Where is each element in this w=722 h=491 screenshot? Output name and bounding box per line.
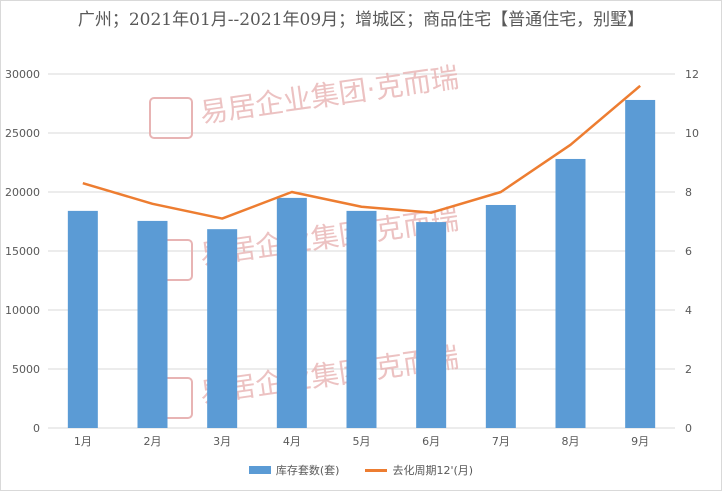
- bar: [416, 222, 447, 428]
- line-series: [82, 84, 641, 220]
- left-axis-tick-label: 0: [33, 422, 40, 435]
- right-axis-ticks: 0 2 4 6 8 10 12: [685, 68, 699, 435]
- left-axis-tick-label: 30000: [5, 68, 40, 81]
- x-axis-category-label: 5月: [353, 435, 371, 448]
- x-axis-category-label: 4月: [283, 435, 301, 448]
- legend-item-inventory: 库存套数(套): [248, 462, 340, 478]
- x-axis-category-label: 8月: [562, 435, 580, 448]
- legend-line-swatch: [365, 468, 388, 472]
- right-axis-tick-label: 12: [685, 68, 699, 81]
- chart-title: 广州；2021年01月--2021年09月；增城区；商品住宅【普通住宅，别墅】: [77, 10, 645, 30]
- legend-label-cycle: 去化周期12'(月): [392, 464, 474, 477]
- legend-item-cycle: 去化周期12'(月): [365, 462, 473, 478]
- bar: [67, 210, 98, 428]
- bar-series: [67, 99, 656, 429]
- right-axis-tick-label: 8: [685, 186, 692, 199]
- bar: [137, 220, 168, 428]
- left-axis-tick-label: 25000: [5, 127, 40, 140]
- left-axis-ticks: 0 5000 10000 15000 20000 25000 30000: [5, 68, 40, 435]
- watermark-text: 易居企业集团·克而瑞: [198, 61, 461, 130]
- legend-bar-swatch: [248, 466, 271, 474]
- x-axis-category-label: 7月: [492, 435, 510, 448]
- right-axis-tick-label: 0: [685, 422, 692, 435]
- left-axis-tick-label: 5000: [12, 363, 40, 376]
- x-axis-category-label: 2月: [144, 435, 162, 448]
- x-axis-category-label: 9月: [631, 435, 649, 448]
- left-axis-tick-label: 20000: [5, 186, 40, 199]
- bar: [276, 197, 307, 428]
- right-axis-tick-label: 6: [685, 245, 692, 258]
- x-axis-category-label: 1月: [74, 435, 92, 448]
- bar: [625, 99, 656, 429]
- bar: [207, 229, 238, 428]
- left-axis-tick-label: 10000: [5, 304, 40, 317]
- bar: [346, 210, 377, 428]
- legend-label-inventory: 库存套数(套): [275, 464, 340, 477]
- bar: [555, 158, 586, 428]
- x-axis-categories: 1月 2月 3月 4月 5月 6月 7月 8月 9月: [74, 435, 649, 448]
- x-axis-category-label: 3月: [213, 435, 231, 448]
- right-axis-tick-label: 4: [685, 304, 692, 317]
- right-axis-tick-label: 2: [685, 363, 692, 376]
- x-axis-category-label: 6月: [422, 435, 440, 448]
- bar: [485, 204, 516, 428]
- left-axis-tick-label: 15000: [5, 245, 40, 258]
- watermark-logo: [149, 97, 193, 139]
- right-axis-tick-label: 10: [685, 127, 699, 140]
- legend: 库存套数(套) 去化周期12'(月): [0, 462, 722, 478]
